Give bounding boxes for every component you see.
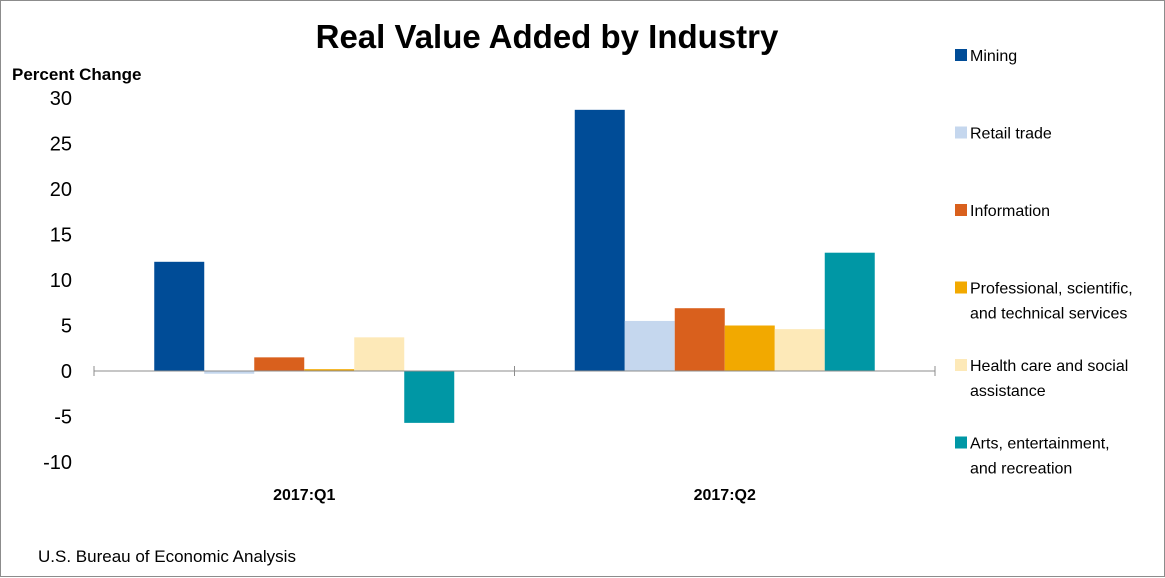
y-tick-label: 10 [50, 270, 72, 292]
legend-label: Arts, entertainment, [970, 436, 1110, 453]
bar [824, 252, 875, 371]
legend-swatch [955, 281, 967, 294]
y-tick-label: 30 [50, 88, 72, 110]
legend-swatch [955, 126, 967, 139]
legend: Mining Retail trade Information Professiona… [955, 48, 1133, 478]
y-axis-ticks: 30 25 20 15 10 5 0 -5 -10 [43, 88, 72, 474]
bar [724, 325, 775, 371]
y-tick-label: 20 [50, 179, 72, 201]
bar [204, 371, 255, 374]
legend-label: and recreation [970, 461, 1072, 478]
category-label: 2017:Q2 [694, 487, 756, 504]
bar [774, 329, 825, 371]
legend-label: and technical services [970, 306, 1127, 323]
chart-title: Real Value Added by Industry [316, 18, 779, 55]
category-label: 2017:Q1 [273, 487, 335, 504]
legend-label: Information [970, 203, 1050, 220]
legend-label: Health care and social [970, 358, 1128, 375]
x-axis: 2017:Q1 2017:Q2 [93, 366, 936, 504]
legend-label: Mining [970, 48, 1017, 65]
legend-swatch [955, 359, 967, 371]
bar [154, 261, 205, 371]
bar-group [154, 109, 875, 423]
bar [354, 337, 405, 371]
legend-swatch [955, 436, 967, 449]
legend-label: Professional, scientific, [970, 281, 1133, 298]
legend-label: Retail trade [970, 126, 1052, 143]
bar [674, 308, 725, 371]
legend-swatch [955, 204, 967, 216]
bar [404, 371, 455, 423]
legend-label: assistance [970, 383, 1046, 400]
bar [304, 369, 355, 371]
bar [254, 357, 305, 371]
y-tick-label: 25 [50, 134, 72, 156]
y-tick-label: 0 [61, 361, 72, 383]
legend-swatch [955, 49, 967, 61]
bar [624, 320, 675, 371]
y-tick-label: 5 [61, 316, 72, 338]
y-axis-label: Percent Change [12, 65, 141, 84]
y-tick-label: -5 [54, 407, 72, 429]
y-tick-label: -10 [43, 452, 72, 474]
y-tick-label: 15 [50, 225, 72, 247]
bar [574, 109, 625, 371]
source-note: U.S. Bureau of Economic Analysis [38, 547, 296, 566]
